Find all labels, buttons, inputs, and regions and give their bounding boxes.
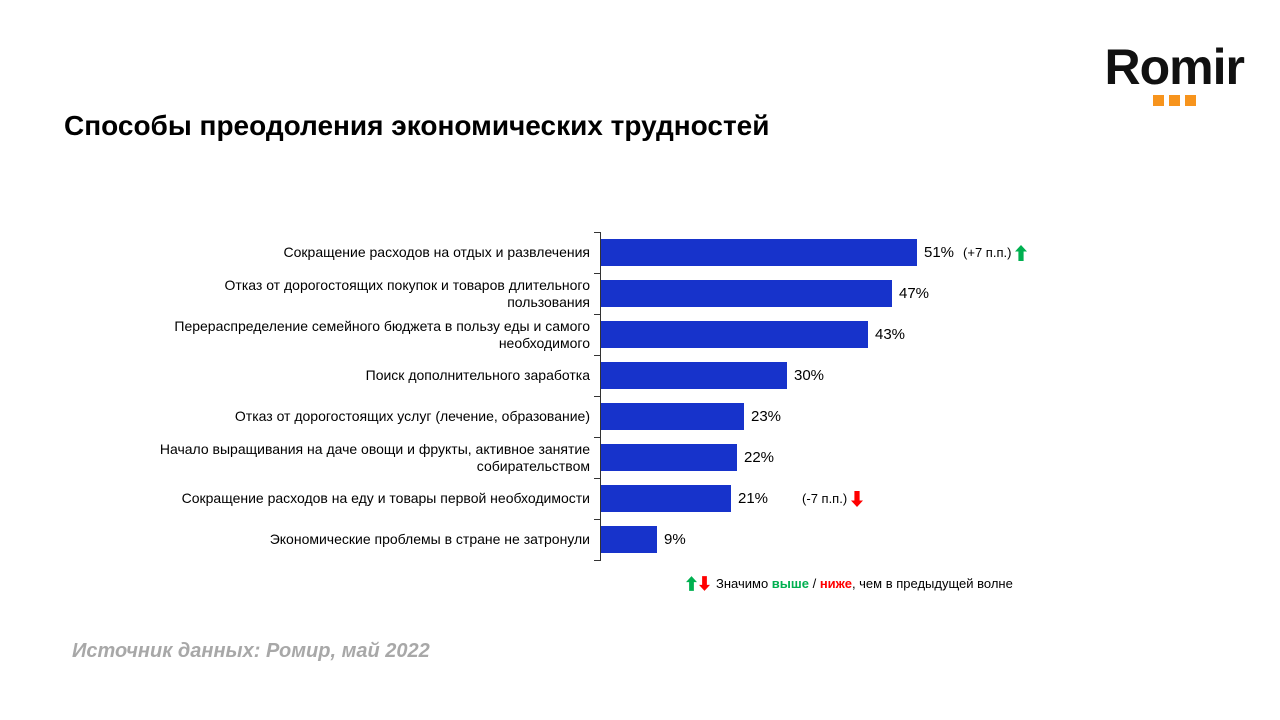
value-label: 51% [924, 244, 955, 261]
down-arrow-icon [699, 576, 710, 591]
category-label: Начало выращивания на даче овощи и фрукт… [159, 440, 590, 474]
bar-area: 23% [600, 396, 1220, 437]
legend-arrows [686, 576, 710, 591]
axis-tick [594, 478, 601, 479]
legend-text: Значимо выше / ниже, чем в предыдущей во… [716, 576, 1013, 591]
bar [601, 280, 892, 307]
bar [601, 526, 657, 553]
bar [601, 321, 868, 348]
up-arrow-icon [686, 576, 697, 591]
logo-dot [1168, 95, 1180, 106]
legend-higher: выше [771, 576, 809, 591]
category-label: Отказ от дорогостоящих покупок и товаров… [224, 276, 590, 310]
category-label: Сокращение расходов на отдых и развлечен… [283, 244, 590, 260]
bar-area: 21% (-7 п.п.) [600, 478, 1220, 519]
value-label: 23% [751, 408, 782, 425]
change-annotation: (-7 п.п.) [802, 491, 848, 506]
category-label: Отказ от дорогостоящих услуг (лечение, о… [234, 408, 590, 424]
value-label: 21% [738, 490, 769, 507]
bar-chart: Сокращение расходов на отдых и развлечен… [60, 232, 1220, 561]
logo-dot [1184, 95, 1196, 106]
up-arrow-icon [1015, 244, 1028, 261]
legend-lower: ниже [819, 576, 852, 591]
category-label: Сокращение расходов на еду и товары перв… [181, 490, 590, 506]
axis-tick [594, 437, 601, 438]
chart-row: Сокращение расходов на еду и товары перв… [60, 478, 1220, 519]
bar-area: 22% [600, 437, 1220, 478]
axis-tick [594, 273, 601, 274]
romir-logo: Romir [1104, 39, 1245, 106]
chart-row: Экономические проблемы в стране не затро… [60, 519, 1220, 560]
bar-area: 47% [600, 273, 1220, 314]
axis-tick [594, 355, 601, 356]
chart-legend: Значимо выше / ниже, чем в предыдущей во… [686, 576, 1013, 591]
legend-separator: / [808, 576, 820, 591]
value-label: 22% [744, 449, 775, 466]
chart-row: Поиск дополнительного заработка 30% [60, 355, 1220, 396]
chart-row: Сокращение расходов на отдых и развлечен… [60, 232, 1220, 273]
category-label: Экономические проблемы в стране не затро… [269, 531, 590, 547]
bar-area: 30% [600, 355, 1220, 396]
bar [601, 485, 731, 512]
legend-suffix: , чем в предыдущей волне [851, 576, 1013, 591]
axis-tick [594, 396, 601, 397]
category-label: Поиск дополнительного заработка [365, 367, 590, 383]
axis-tick [594, 232, 601, 233]
source-note: Источник данных: Ромир, май 2022 [72, 640, 430, 662]
logo-text: Romir [1104, 39, 1245, 95]
value-label: 43% [875, 326, 906, 343]
chart-row: Перераспределение семейного бюджета в по… [60, 314, 1220, 355]
change-annotation: (+7 п.п.) [963, 245, 1012, 260]
chart-row: Отказ от дорогостоящих покупок и товаров… [60, 273, 1220, 314]
legend-prefix: Значимо [716, 576, 772, 591]
chart-row: Отказ от дорогостоящих услуг (лечение, о… [60, 396, 1220, 437]
axis-tick [594, 560, 601, 561]
logo-dots-icon [1105, 95, 1244, 106]
bar [601, 362, 787, 389]
value-label: 9% [664, 531, 686, 548]
category-label: Перераспределение семейного бюджета в по… [174, 317, 590, 351]
bar-area: 51% (+7 п.п.) [600, 232, 1220, 273]
page-title: Способы преодоления экономических трудно… [64, 110, 770, 141]
value-label: 30% [794, 367, 825, 384]
down-arrow-icon [851, 490, 864, 507]
bar [601, 239, 917, 266]
chart-row: Начало выращивания на даче овощи и фрукт… [60, 437, 1220, 478]
value-label: 47% [899, 285, 930, 302]
bar [601, 403, 744, 430]
logo-dot [1152, 95, 1164, 106]
bar-area: 43% [600, 314, 1220, 355]
bar [601, 444, 737, 471]
axis-tick [594, 314, 601, 315]
axis-tick [594, 519, 601, 520]
bar-area: 9% [600, 519, 1220, 560]
